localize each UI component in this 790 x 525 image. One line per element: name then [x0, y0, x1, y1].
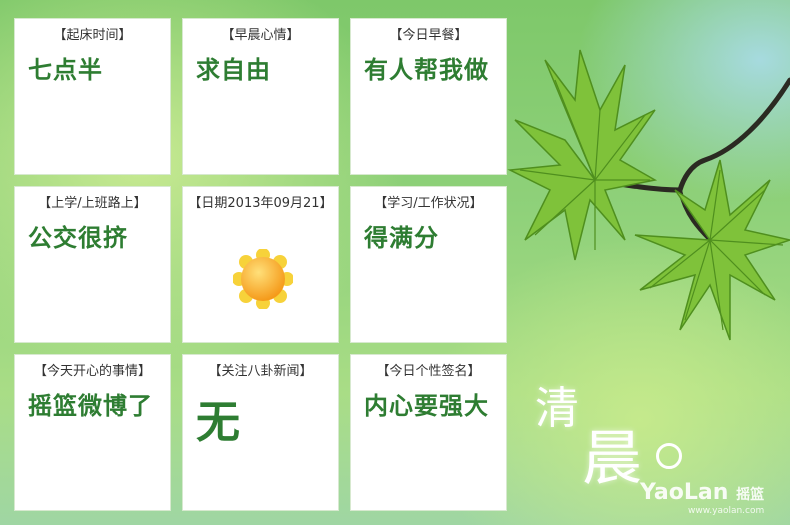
sun-icon — [233, 249, 293, 309]
tile-commute[interactable]: 【上学/上班路上】 公交很挤 — [14, 186, 171, 343]
tile-signature[interactable]: 【今日个性签名】 内心要强大 — [350, 354, 507, 511]
watermark-brand: YaoLan — [640, 480, 729, 505]
tile-happy-thing[interactable]: 【今天开心的事情】 摇篮微博了 — [14, 354, 171, 511]
tile-header: 【日期2013年09月21】 — [188, 196, 333, 211]
tile-header: 【早晨心情】 — [221, 28, 300, 43]
tile-header: 【关注八卦新闻】 — [208, 364, 313, 379]
tile-gossip-news[interactable]: 【关注八卦新闻】 无 — [182, 354, 339, 511]
tile-header: 【今天开心的事情】 — [33, 364, 151, 379]
tile-breakfast[interactable]: 【今日早餐】 有人帮我做 — [350, 18, 507, 175]
tile-value: 无 — [196, 397, 241, 448]
tile-value: 七点半 — [28, 56, 103, 84]
tile-header: 【今日早餐】 — [389, 28, 468, 43]
tile-value: 内心要强大 — [364, 392, 489, 420]
tile-morning-mood[interactable]: 【早晨心情】 求自由 — [182, 18, 339, 175]
tile-value: 摇篮微博了 — [28, 392, 153, 420]
title-char-qing: 清 — [535, 383, 579, 434]
tile-header: 【学习/工作状况】 — [374, 196, 483, 211]
tile-header: 【今日个性签名】 — [376, 364, 481, 379]
tile-date-weather[interactable]: 【日期2013年09月21】 — [182, 186, 339, 343]
tile-value: 公交很挤 — [28, 224, 128, 252]
tile-value: 求自由 — [196, 56, 271, 84]
tile-header: 【上学/上班路上】 — [38, 196, 147, 211]
watermark-cn: 摇篮 — [736, 487, 765, 503]
circle-dot-decoration — [656, 443, 682, 469]
tile-value: 有人帮我做 — [364, 56, 489, 84]
tile-value: 得满分 — [364, 224, 439, 252]
tile-study-work[interactable]: 【学习/工作状况】 得满分 — [350, 186, 507, 343]
tile-wake-time[interactable]: 【起床时间】 七点半 — [14, 18, 171, 175]
watermark-url: www.yaolan.com — [688, 506, 765, 516]
tile-header: 【起床时间】 — [53, 28, 132, 43]
title-char-chen: 晨 — [582, 424, 642, 494]
watermark-logo: YaoLan 摇篮 — [640, 480, 764, 505]
leaf-branch-decoration — [507, 49, 790, 341]
